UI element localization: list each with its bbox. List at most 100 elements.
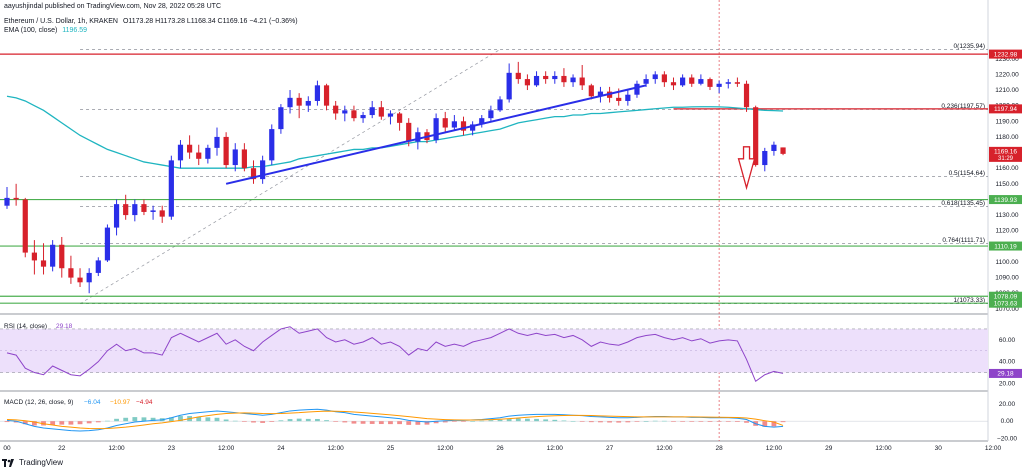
macd-histogram-bar <box>324 420 329 422</box>
price-tick-label: 1180.00 <box>995 134 1018 141</box>
macd-histogram-bar <box>725 421 731 422</box>
macd-histogram-bar <box>150 417 156 422</box>
price-tick-label: 1160.00 <box>995 165 1018 172</box>
ema-value: 1196.59 <box>62 27 88 34</box>
candle <box>241 143 247 172</box>
price-tick-label: 1220.00 <box>995 71 1019 78</box>
macd-legend-value: −6.04 <box>84 399 101 406</box>
candle <box>95 257 101 277</box>
macd-histogram-bar <box>397 421 402 425</box>
price-level-badge <box>989 49 1022 59</box>
macd-histogram-bar <box>369 421 375 424</box>
candle <box>588 83 594 100</box>
candle-body <box>616 97 622 101</box>
macd-histogram-bar <box>13 421 19 423</box>
tradingview-footer: TradingView <box>2 458 63 467</box>
candle-body <box>533 75 540 86</box>
candle-body <box>296 97 302 106</box>
macd-tick-label: 20.00 <box>999 401 1016 408</box>
macd-histogram-bar <box>671 421 676 422</box>
time-axis-label: 12:00 <box>547 445 564 452</box>
candle-body <box>141 204 147 212</box>
macd-histogram-bar <box>744 421 749 423</box>
macd-histogram-bar <box>479 420 485 422</box>
candle <box>533 71 540 87</box>
candle-body <box>762 150 768 166</box>
macd-histogram-bar <box>205 417 211 422</box>
candle-body <box>342 110 348 114</box>
candle <box>22 197 28 258</box>
candle-body <box>451 121 457 128</box>
candle <box>716 80 722 94</box>
macd-histogram-bar <box>351 421 357 424</box>
candle <box>187 135 193 159</box>
candle <box>287 90 293 114</box>
time-axis-label: 24 <box>277 445 285 452</box>
candle <box>561 68 567 87</box>
price-level-badge-label: 1073.63 <box>994 300 1018 307</box>
candle <box>323 83 330 111</box>
candle <box>570 74 576 87</box>
rsi-value-badge <box>989 368 1022 378</box>
macd-histogram-bar <box>634 421 640 422</box>
fib-level-label: 1(1073.33) <box>954 297 985 304</box>
candle <box>77 268 83 287</box>
candle-body <box>223 136 229 166</box>
price-tick-label: 1210.00 <box>995 87 1019 94</box>
candle <box>597 86 604 103</box>
candle <box>260 155 266 184</box>
candle <box>625 90 631 106</box>
candle-body <box>22 199 28 253</box>
candle-body <box>59 244 65 269</box>
candle-body <box>725 82 731 84</box>
rsi-band <box>0 328 988 373</box>
candle <box>579 65 585 91</box>
time-axis-label: 26 <box>496 445 504 452</box>
time-axis-label: 22 <box>58 445 66 452</box>
macd-histogram-bar <box>77 421 83 425</box>
candle-body <box>269 129 275 161</box>
rsi-tick-label: 40.00 <box>999 359 1016 366</box>
candle <box>68 255 74 284</box>
macd-histogram-bar <box>762 421 768 427</box>
candle <box>40 243 47 275</box>
candle <box>771 141 777 156</box>
price-tick-label: 1070.00 <box>995 306 1019 313</box>
candle-body <box>670 82 677 86</box>
macd-legend-value: −4.94 <box>136 399 153 406</box>
candle <box>479 115 485 128</box>
candle-body <box>707 79 713 87</box>
candle <box>543 71 549 84</box>
macd-histogram-bar <box>561 420 567 422</box>
macd-histogram-bar <box>315 418 320 422</box>
time-axis-label: 29 <box>825 445 833 452</box>
macd-histogram-bar <box>461 421 466 422</box>
macd-histogram-bar <box>588 421 594 423</box>
candle-body <box>305 100 311 106</box>
macd-histogram-bar <box>406 421 412 425</box>
macd-histogram-bar <box>470 421 476 422</box>
price-tick-label: 1090.00 <box>995 275 1019 282</box>
candle-body <box>31 252 37 261</box>
ema-label: EMA (100, close) <box>4 27 58 34</box>
price-tick-label: 1190.00 <box>995 118 1018 125</box>
price-level-badge <box>989 195 1022 205</box>
macd-histogram-bar <box>168 417 174 422</box>
candle-body <box>40 260 47 267</box>
time-axis-label: 27 <box>606 445 614 452</box>
candle <box>305 96 311 112</box>
macd-histogram-bar <box>525 418 530 422</box>
macd-histogram-bar <box>214 417 220 422</box>
macd-histogram-bar <box>698 421 704 422</box>
candle <box>396 111 403 131</box>
candle-body <box>214 136 220 148</box>
fib-level-label: 0.236(1197.57) <box>941 103 985 110</box>
macd-histogram-bar <box>333 421 339 422</box>
candle-body <box>698 79 704 84</box>
candle <box>698 74 704 86</box>
price-tick-label: 1130.00 <box>995 212 1018 219</box>
time-axis-label: 12:00 <box>766 445 783 452</box>
macd-histogram-bar <box>86 421 92 424</box>
candle-body <box>470 124 476 131</box>
